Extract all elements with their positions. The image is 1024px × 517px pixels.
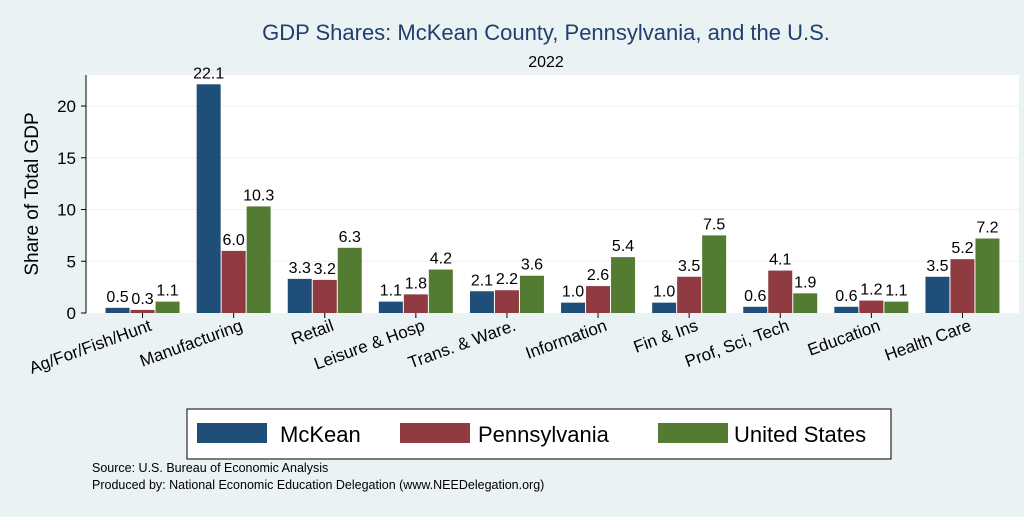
bar (312, 279, 337, 313)
bar (155, 301, 180, 313)
data-label: 1.8 (405, 275, 427, 292)
bar (221, 250, 246, 313)
data-label: 3.6 (521, 257, 543, 274)
data-label: 22.1 (193, 65, 224, 82)
bar (702, 235, 727, 313)
y-tick-label: 15 (57, 149, 76, 168)
chart-title: GDP Shares: McKean County, Pennsylvania,… (262, 20, 830, 45)
y-tick-label: 5 (67, 252, 76, 271)
bar (469, 291, 494, 313)
bar (519, 275, 544, 313)
data-label: 1.1 (885, 283, 907, 300)
data-label: 10.3 (243, 187, 274, 204)
bar (652, 302, 677, 313)
bar (859, 300, 884, 313)
data-label: 0.5 (106, 289, 128, 306)
y-tick-label: 20 (57, 97, 76, 116)
data-label: 6.3 (339, 229, 361, 246)
bar (287, 278, 312, 313)
bar (494, 290, 519, 313)
data-label: 2.1 (471, 272, 493, 289)
legend-swatch (658, 423, 728, 443)
bar (246, 206, 271, 313)
data-label: 1.1 (380, 283, 402, 300)
bar (793, 293, 818, 313)
data-label: 7.2 (976, 219, 998, 236)
data-label: 1.0 (562, 284, 584, 301)
chart-subtitle: 2022 (528, 54, 564, 71)
bar (428, 269, 453, 313)
data-label: 1.2 (860, 282, 882, 299)
bar (950, 259, 975, 313)
y-tick-label: 0 (67, 304, 76, 323)
legend-swatch (400, 423, 470, 443)
legend-label: United States (734, 422, 866, 447)
y-tick-label: 10 (57, 201, 76, 220)
bar (403, 294, 428, 313)
data-label: 5.4 (612, 238, 634, 255)
data-label: 0.6 (835, 288, 857, 305)
bar (378, 301, 403, 313)
data-label: 1.0 (653, 284, 675, 301)
source-note: Source: U.S. Bureau of Economic Analysis (92, 461, 328, 475)
data-label: 3.3 (289, 260, 311, 277)
bar (196, 84, 221, 313)
data-label: 2.2 (496, 271, 518, 288)
data-label: 1.1 (156, 283, 178, 300)
legend-label: Pennsylvania (478, 422, 610, 447)
data-label: 3.5 (678, 258, 700, 275)
bar (130, 309, 155, 313)
data-label: 3.5 (926, 258, 948, 275)
legend: McKean Pennsylvania United States (186, 408, 892, 460)
bar (768, 270, 793, 313)
bar (834, 306, 859, 313)
legend-swatch (197, 423, 267, 443)
legend-items: McKean Pennsylvania United States (197, 422, 866, 447)
bar (611, 257, 636, 313)
bar (884, 301, 909, 313)
bar (677, 276, 702, 313)
legend-label: McKean (280, 422, 361, 447)
bar (337, 247, 362, 313)
legend-box (186, 408, 892, 460)
bar (586, 286, 611, 313)
bar (975, 238, 1000, 313)
bar (743, 306, 768, 313)
data-label: 4.2 (430, 251, 452, 268)
data-label: 7.5 (703, 216, 725, 233)
bar (105, 307, 130, 313)
data-label: 2.6 (587, 267, 609, 284)
data-label: 3.2 (314, 261, 336, 278)
data-label: 1.9 (794, 274, 816, 291)
bars-group (105, 84, 1000, 313)
data-label: 0.3 (131, 291, 153, 308)
data-label: 5.2 (951, 240, 973, 257)
bar (561, 302, 586, 313)
data-label: 0.6 (744, 288, 766, 305)
y-ticks-group: 0 5 10 15 20 (57, 97, 86, 323)
producer-note: Produced by: National Economic Education… (92, 478, 544, 492)
data-label: 4.1 (769, 252, 791, 269)
data-label: 6.0 (223, 232, 245, 249)
y-axis-label: Share of Total GDP (22, 112, 43, 275)
data-labels-group: 0.5 0.3 1.122.16.010.33.3 3.26.31.1 1.84.22.… (106, 65, 998, 308)
bar (925, 276, 950, 313)
